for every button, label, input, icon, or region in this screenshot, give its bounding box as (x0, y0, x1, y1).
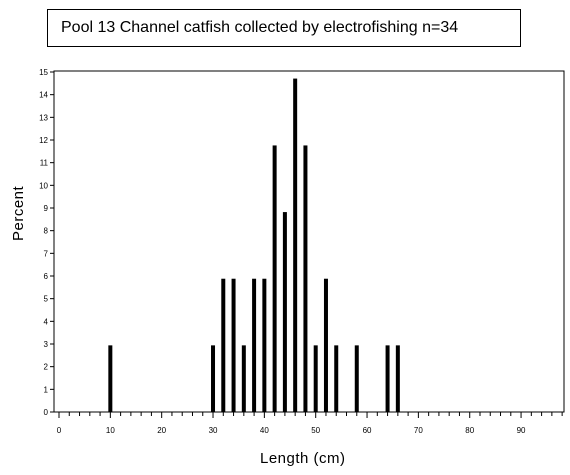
bar (231, 278, 236, 412)
y-tick-label: 9 (44, 204, 49, 213)
x-tick-label: 30 (209, 426, 218, 435)
y-tick-label: 8 (44, 227, 49, 236)
x-axis-label: Length (cm) (260, 450, 346, 467)
bar (385, 345, 390, 412)
bar (221, 278, 226, 412)
x-tick-label: 60 (363, 426, 372, 435)
y-tick-label: 4 (44, 317, 49, 326)
bar (282, 212, 287, 412)
chart-title: Pool 13 Channel catfish collected by ele… (61, 19, 459, 36)
bar (211, 345, 216, 412)
bar (303, 145, 308, 412)
bar (313, 345, 318, 412)
bar (241, 345, 246, 412)
bar (272, 145, 277, 412)
x-tick-label: 50 (311, 426, 320, 435)
bar (354, 345, 359, 412)
y-tick-label: 12 (39, 136, 48, 145)
y-tick-label: 5 (44, 295, 49, 304)
x-tick-label: 10 (106, 426, 115, 435)
chart-title-box: Pool 13 Channel catfish collected by ele… (47, 9, 521, 47)
y-tick-label: 0 (44, 408, 49, 417)
y-tick-label: 6 (44, 272, 49, 281)
bar (293, 78, 298, 412)
bar (395, 345, 400, 412)
y-tick-label: 14 (39, 91, 48, 100)
bar (262, 278, 267, 412)
bar (334, 345, 339, 412)
y-tick-label: 1 (44, 385, 49, 394)
y-tick-label: 10 (39, 181, 48, 190)
y-tick-label: 7 (44, 249, 49, 258)
x-tick-label: 40 (260, 426, 269, 435)
y-tick-label: 15 (39, 68, 48, 77)
x-tick-label: 0 (57, 426, 62, 435)
y-tick-label: 11 (40, 159, 49, 168)
bar (323, 278, 328, 412)
x-tick-label: 90 (517, 426, 526, 435)
bar (108, 345, 113, 412)
bar (252, 278, 257, 412)
x-tick-label: 20 (157, 426, 166, 435)
y-tick-label: 3 (44, 340, 49, 349)
x-tick-label: 80 (465, 426, 474, 435)
y-tick-label: 13 (39, 113, 48, 122)
y-tick-label: 2 (44, 363, 49, 372)
plot-frame (53, 70, 565, 413)
x-tick-label: 70 (414, 426, 423, 435)
